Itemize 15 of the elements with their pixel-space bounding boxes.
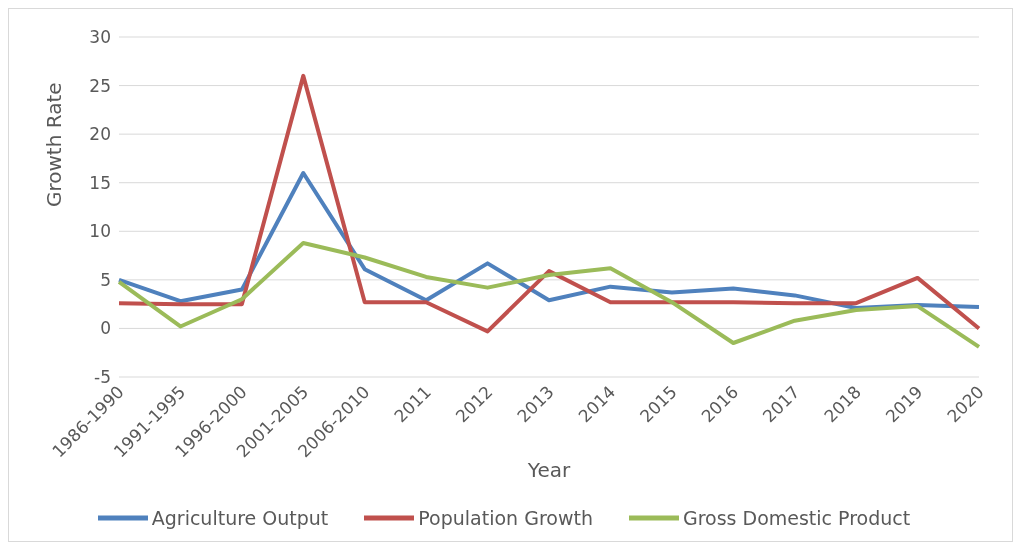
- y-tick-label: 0: [100, 318, 111, 339]
- y-tick-label: 15: [89, 172, 111, 193]
- y-tick-label: 5: [100, 269, 111, 290]
- y-tick-label: 25: [89, 75, 111, 96]
- line-series: [117, 240, 981, 349]
- y-tick-label: 20: [89, 124, 111, 145]
- line-series: [117, 73, 981, 334]
- y-tick-label: 10: [89, 221, 111, 242]
- legend-label: Gross Domestic Product: [681, 507, 911, 529]
- x-axis-title: Year: [526, 458, 571, 482]
- legend-label: Agriculture Output: [150, 507, 329, 529]
- y-tick-label: -5: [94, 367, 111, 388]
- y-axis-title: Growth Rate: [42, 82, 67, 207]
- legend-label: Population Growth: [417, 507, 593, 529]
- y-tick-label: 30: [89, 27, 111, 48]
